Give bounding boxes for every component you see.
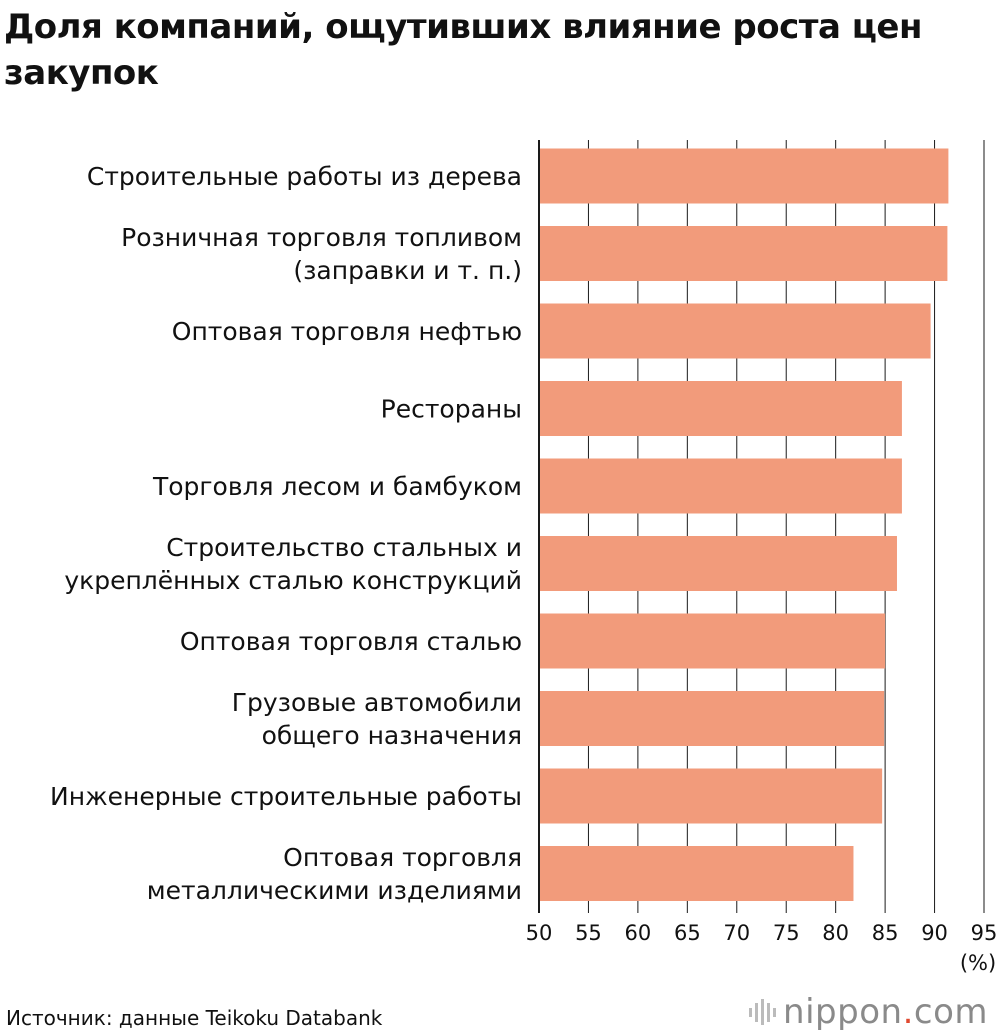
category-labels: Строительные работы из дерева Розничная т… — [50, 162, 522, 905]
x-axis-ticks: 50 55 60 65 70 75 80 85 90 95 — [526, 921, 998, 945]
category-label: Строительство стальных и — [166, 533, 522, 562]
x-axis-unit-label: (%) — [960, 951, 996, 975]
logo-text: nippon — [783, 992, 903, 1032]
category-label: (заправки и т. п.) — [293, 256, 522, 285]
logo-dot: . — [902, 992, 914, 1032]
category-label: Строительные работы из дерева — [87, 162, 522, 191]
category-label: Оптовая торговля сталью — [180, 627, 522, 656]
category-label: общего назначения — [262, 721, 522, 750]
bar-9 — [540, 846, 854, 901]
x-tick-label: 50 — [526, 921, 553, 945]
x-tick-label: 70 — [723, 921, 750, 945]
category-label: металлическими изделиями — [147, 876, 522, 905]
x-tick-label: 60 — [625, 921, 652, 945]
category-label: Оптовая торговля — [283, 843, 522, 872]
bar-4 — [540, 458, 902, 514]
bar-2 — [540, 303, 931, 359]
category-label: Розничная торговля топливом — [121, 223, 522, 252]
source-note: Источник: данные Teikoku Databank — [6, 1006, 383, 1030]
x-tick-label: 85 — [872, 921, 899, 945]
x-tick-label: 65 — [674, 921, 701, 945]
category-label: Грузовые автомобили — [232, 688, 522, 717]
category-label: Рестораны — [381, 395, 522, 424]
chart-title: Доля компаний, ощутивших влияние роста ц… — [4, 7, 922, 93]
category-label: Оптовая торговля нефтью — [172, 317, 522, 346]
logo-suffix: com — [913, 992, 988, 1032]
nippon-logo: nippon. com — [747, 992, 988, 1032]
bar-6 — [540, 613, 886, 669]
bar-1 — [540, 226, 948, 281]
x-tick-label: 90 — [921, 921, 948, 945]
category-label: укреплённых сталью конструкций — [64, 566, 522, 595]
bar-5 — [540, 536, 897, 591]
bar-7 — [540, 691, 885, 746]
bar-8 — [540, 768, 883, 824]
bar-0 — [540, 148, 949, 204]
x-tick-label: 95 — [971, 921, 998, 945]
x-tick-label: 75 — [773, 921, 800, 945]
x-tick-label: 80 — [822, 921, 849, 945]
nippon-logo-icon — [749, 999, 777, 1025]
bars — [540, 148, 949, 901]
bar-chart: Строительные работы из дерева Розничная т… — [50, 140, 998, 975]
category-label: Инженерные строительные работы — [50, 782, 522, 811]
x-tick-label: 55 — [575, 921, 602, 945]
bar-3 — [540, 381, 902, 436]
category-label: Торговля лесом и бамбуком — [152, 472, 522, 501]
